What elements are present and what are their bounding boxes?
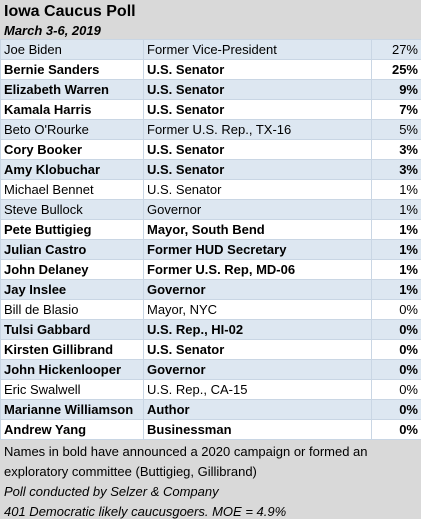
poll-value: 1%: [371, 239, 421, 260]
poll-value: 1%: [371, 259, 421, 280]
candidate-title: U.S. Rep., CA-15: [143, 379, 372, 400]
row: Eric Swalwell U.S. Rep., CA-15 0%: [0, 379, 421, 400]
header: Iowa Caucus Poll March 3-6, 2019: [0, 0, 421, 39]
poll-value: 3%: [371, 139, 421, 160]
poll-value: 1%: [371, 279, 421, 300]
row: Kirsten Gillibrand U.S. Senator 0%: [0, 339, 421, 360]
candidate-title: Businessman: [143, 419, 372, 440]
candidate-title: Former U.S. Rep, MD-06: [143, 259, 372, 280]
candidate-name: John Delaney: [0, 259, 144, 280]
candidate-name: Kamala Harris: [0, 99, 144, 120]
candidate-name: Pete Buttigieg: [0, 219, 144, 240]
candidate-title: U.S. Senator: [143, 79, 372, 100]
candidate-name: John Hickenlooper: [0, 359, 144, 380]
title: Iowa Caucus Poll: [4, 3, 136, 20]
poll-value: 9%: [371, 79, 421, 100]
candidate-name: Andrew Yang: [0, 419, 144, 440]
poll-value: 0%: [371, 359, 421, 380]
candidate-name: Steve Bullock: [0, 199, 144, 220]
candidate-name: Tulsi Gabbard: [0, 319, 144, 340]
poll-value: 0%: [371, 299, 421, 320]
candidate-title: Governor: [143, 359, 372, 380]
poll-value: 25%: [371, 59, 421, 80]
poll-value: 0%: [371, 319, 421, 340]
row: Elizabeth Warren U.S. Senator 9%: [0, 79, 421, 100]
note: Poll conducted by Selzer & Company: [4, 484, 219, 499]
poll-value: 1%: [371, 199, 421, 220]
candidate-title: U.S. Senator: [143, 99, 372, 120]
row: Andrew Yang Businessman 0%: [0, 419, 421, 440]
candidate-name: Eric Swalwell: [0, 379, 144, 400]
row: Steve Bullock Governor 1%: [0, 199, 421, 220]
candidate-name: Joe Biden: [0, 39, 144, 60]
candidate-name: Michael Bennet: [0, 179, 144, 200]
candidate-name: Marianne Williamson: [0, 399, 144, 420]
candidate-name: Elizabeth Warren: [0, 79, 144, 100]
candidate-title: Author: [143, 399, 372, 420]
candidate-title: Mayor, South Bend: [143, 219, 372, 240]
row: Julian Castro Former HUD Secretary 1%: [0, 239, 421, 260]
candidate-title: U.S. Rep., HI-02: [143, 319, 372, 340]
poll-value: 1%: [371, 219, 421, 240]
poll-value: 0%: [371, 419, 421, 440]
poll-value: 27%: [371, 39, 421, 60]
note: 401 Democratic likely caucusgoers. MOE =…: [4, 504, 287, 519]
candidate-name: Kirsten Gillibrand: [0, 339, 144, 360]
candidate-name: Bernie Sanders: [0, 59, 144, 80]
candidate-title: Mayor, NYC: [143, 299, 372, 320]
row: Cory Booker U.S. Senator 3%: [0, 139, 421, 160]
candidate-title: Former Vice-President: [143, 39, 372, 60]
row: Michael Bennet U.S. Senator 1%: [0, 179, 421, 200]
poll-value: 0%: [371, 399, 421, 420]
row: Tulsi Gabbard U.S. Rep., HI-02 0%: [0, 319, 421, 340]
row: John Hickenlooper Governor 0%: [0, 359, 421, 380]
row: John Delaney Former U.S. Rep, MD-06 1%: [0, 259, 421, 280]
row: Beto O'Rourke Former U.S. Rep., TX-16 5%: [0, 119, 421, 140]
poll-value: 0%: [371, 379, 421, 400]
candidate-name: Julian Castro: [0, 239, 144, 260]
poll-value: 3%: [371, 159, 421, 180]
subtitle: March 3-6, 2019: [4, 23, 101, 38]
row: Joe Biden Former Vice-President 27%: [0, 39, 421, 60]
candidate-title: U.S. Senator: [143, 139, 372, 160]
candidate-title: U.S. Senator: [143, 59, 372, 80]
row: Bill de Blasio Mayor, NYC 0%: [0, 299, 421, 320]
row: Kamala Harris U.S. Senator 7%: [0, 99, 421, 120]
row: Amy Klobuchar U.S. Senator 3%: [0, 159, 421, 180]
candidate-title: Governor: [143, 279, 372, 300]
candidate-name: Cory Booker: [0, 139, 144, 160]
poll-value: 0%: [371, 339, 421, 360]
candidate-name: Beto O'Rourke: [0, 119, 144, 140]
row: Bernie Sanders U.S. Senator 25%: [0, 59, 421, 80]
footer: Names in bold have announced a 2020 camp…: [0, 440, 421, 519]
row: Jay Inslee Governor 1%: [0, 279, 421, 300]
row: Pete Buttigieg Mayor, South Bend 1%: [0, 219, 421, 240]
candidate-title: Former HUD Secretary: [143, 239, 372, 260]
candidate-name: Jay Inslee: [0, 279, 144, 300]
row: Marianne Williamson Author 0%: [0, 399, 421, 420]
poll-value: 5%: [371, 119, 421, 140]
candidate-name: Amy Klobuchar: [0, 159, 144, 180]
candidate-title: Governor: [143, 199, 372, 220]
poll-value: 1%: [371, 179, 421, 200]
note: Names in bold have announced a 2020 camp…: [4, 444, 368, 479]
candidate-title: U.S. Senator: [143, 159, 372, 180]
candidate-title: U.S. Senator: [143, 179, 372, 200]
candidate-title: Former U.S. Rep., TX-16: [143, 119, 372, 140]
poll-value: 7%: [371, 99, 421, 120]
candidate-title: U.S. Senator: [143, 339, 372, 360]
candidate-name: Bill de Blasio: [0, 299, 144, 320]
poll-table: Joe Biden Former Vice-President 27% Bernie …: [0, 39, 421, 440]
